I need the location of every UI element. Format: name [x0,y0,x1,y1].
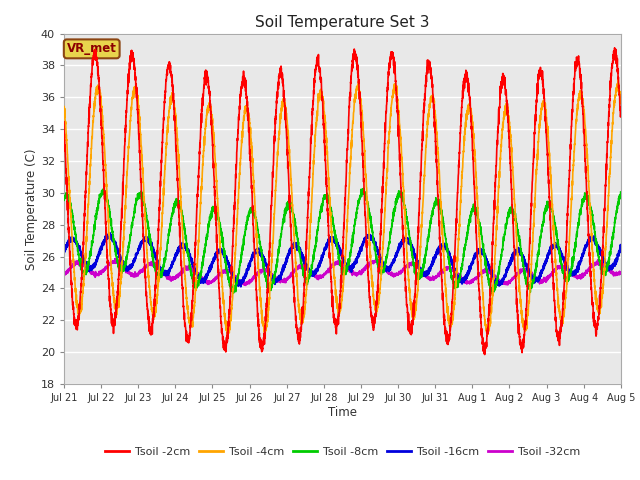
Tsoil -16cm [499,278,507,284]
Tsoil -4cm [614,76,622,82]
Tsoil -16cm [616,246,624,252]
Tsoil -16cm [617,244,625,250]
Tsoil -32cm [242,283,250,288]
Tsoil -4cm [467,110,475,116]
Tsoil -2cm [160,107,168,113]
Title: Soil Temperature Set 3: Soil Temperature Set 3 [255,15,429,30]
Tsoil -8cm [60,197,68,203]
Tsoil -16cm [60,250,68,256]
Line: Tsoil -2cm: Tsoil -2cm [64,48,621,355]
Tsoil -8cm [322,192,330,198]
Tsoil -4cm [322,126,330,132]
Tsoil -32cm [499,279,507,285]
Tsoil -2cm [499,71,507,76]
Line: Tsoil -4cm: Tsoil -4cm [64,79,621,336]
Tsoil -2cm [616,106,624,112]
Tsoil -2cm [481,352,488,358]
Tsoil -32cm [616,271,624,277]
Tsoil -8cm [499,239,507,245]
Tsoil -32cm [160,272,168,278]
Tsoil -32cm [436,270,444,276]
Tsoil -2cm [611,45,618,51]
Tsoil -16cm [467,260,475,266]
Tsoil -8cm [160,263,168,269]
Tsoil -2cm [467,119,475,124]
Tsoil -32cm [60,272,68,278]
Text: VR_met: VR_met [67,42,116,55]
Tsoil -2cm [436,244,444,250]
Tsoil -16cm [106,230,114,236]
Tsoil -32cm [111,256,119,262]
Tsoil -16cm [436,247,444,252]
Tsoil -16cm [237,284,244,289]
Tsoil -16cm [160,272,168,278]
Tsoil -8cm [436,206,444,212]
Tsoil -4cm [261,334,269,339]
Tsoil -4cm [616,94,624,100]
Tsoil -4cm [617,101,625,107]
Tsoil -8cm [360,185,367,191]
Tsoil -8cm [467,210,475,216]
Line: Tsoil -16cm: Tsoil -16cm [64,233,621,287]
Y-axis label: Soil Temperature (C): Soil Temperature (C) [25,148,38,270]
Tsoil -8cm [616,194,624,200]
Tsoil -4cm [436,188,444,194]
Tsoil -32cm [467,279,475,285]
Line: Tsoil -32cm: Tsoil -32cm [64,259,621,286]
X-axis label: Time: Time [328,406,357,419]
Tsoil -2cm [60,119,68,125]
Tsoil -2cm [322,159,330,165]
Tsoil -2cm [617,112,625,118]
Line: Tsoil -8cm: Tsoil -8cm [64,188,621,293]
Tsoil -4cm [160,181,168,187]
Tsoil -32cm [617,270,625,276]
Tsoil -16cm [322,244,330,250]
Tsoil -8cm [617,189,625,195]
Tsoil -32cm [322,270,330,276]
Legend: Tsoil -2cm, Tsoil -4cm, Tsoil -8cm, Tsoil -16cm, Tsoil -32cm: Tsoil -2cm, Tsoil -4cm, Tsoil -8cm, Tsoi… [100,442,585,461]
Tsoil -4cm [499,121,507,127]
Tsoil -8cm [230,290,237,296]
Tsoil -4cm [60,106,68,112]
